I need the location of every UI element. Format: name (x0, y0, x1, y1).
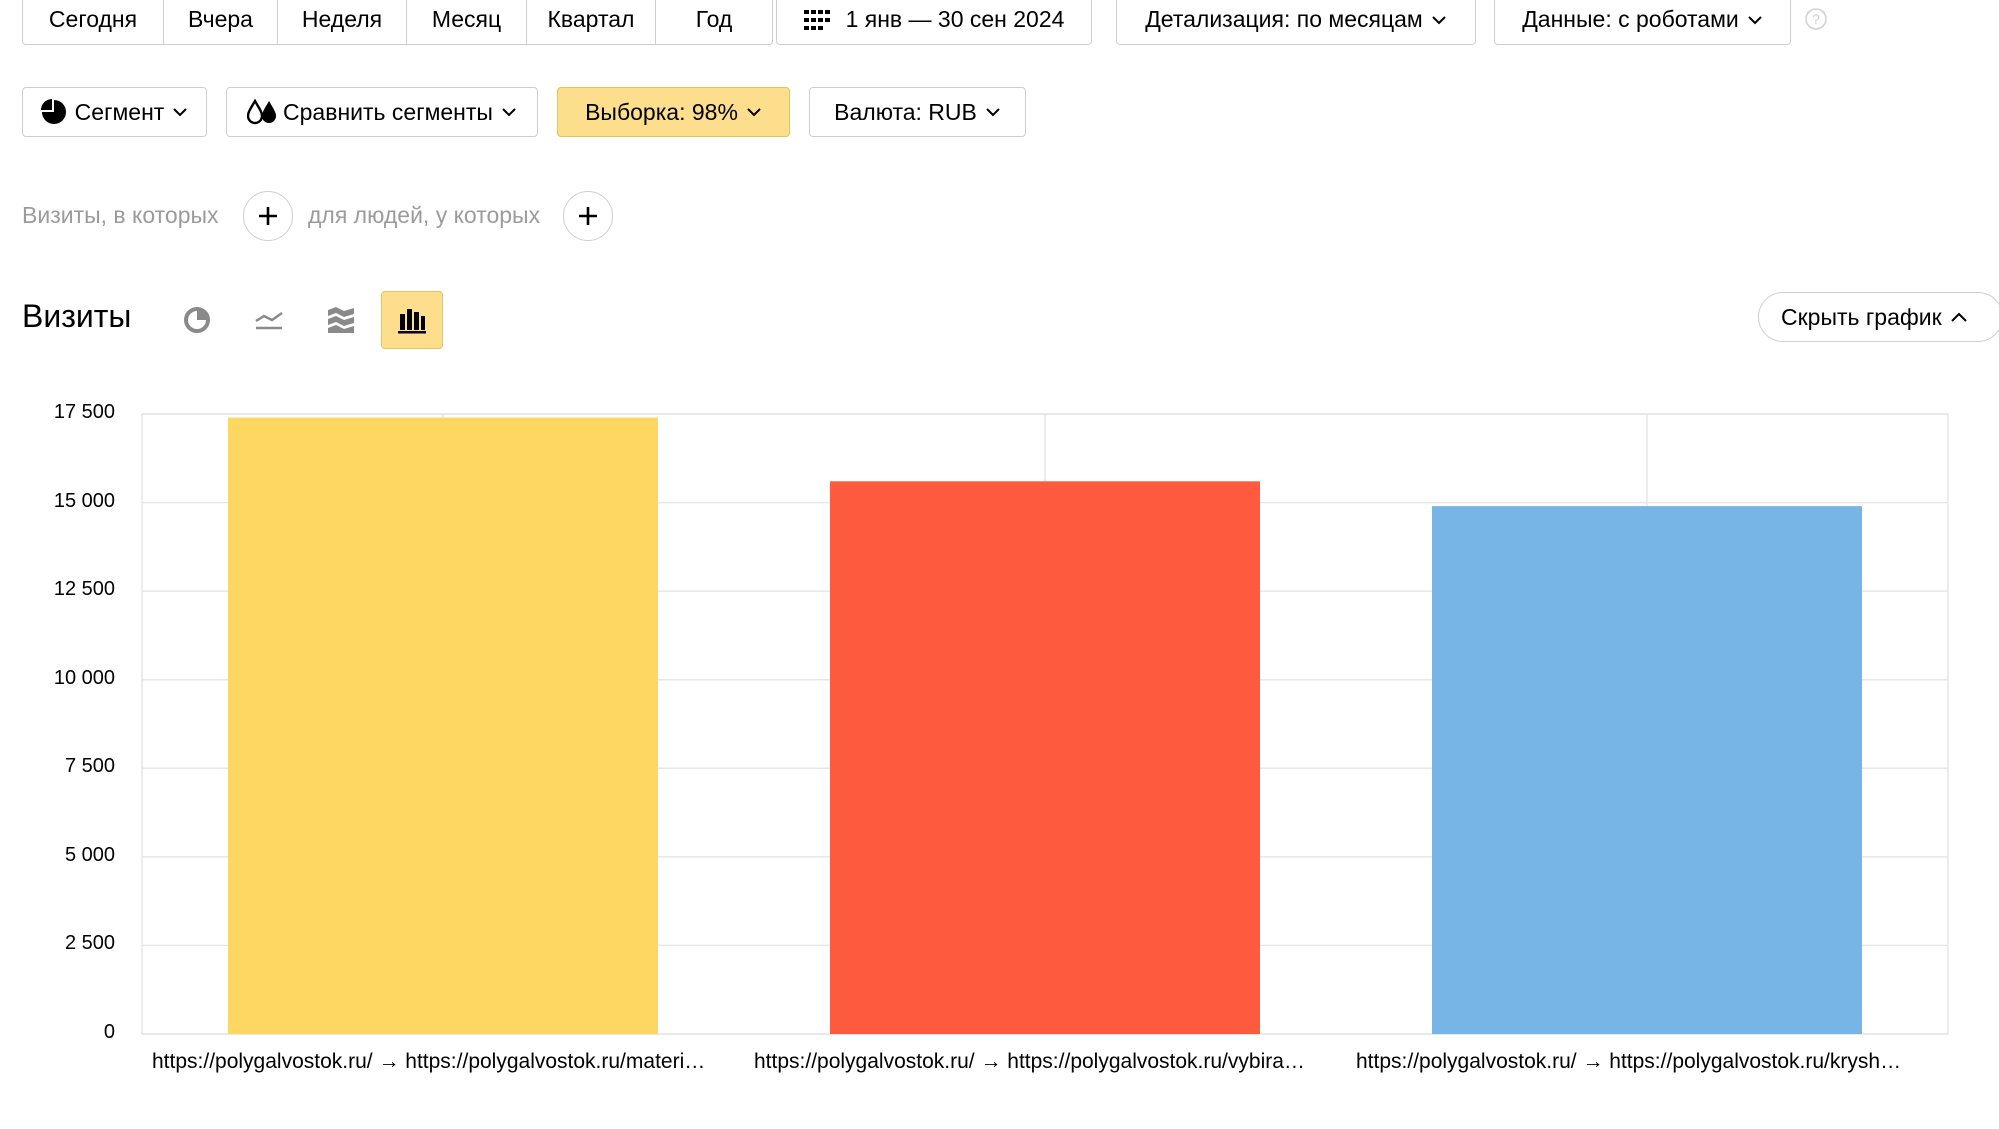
people-condition-label: для людей, у которых (308, 202, 541, 228)
plus-icon (579, 207, 597, 225)
detail-dropdown[interactable]: Детализация: по месяцам (1116, 0, 1476, 45)
chevron-down-icon (1748, 15, 1762, 24)
compare-segments-dropdown[interactable]: Сравнить сегменты (226, 87, 538, 137)
x-tick-label: https://polygalvostok.ru/ → https://poly… (152, 1050, 706, 1073)
compare-drops-icon (247, 99, 277, 125)
y-tick-label: 7 500 (64, 755, 115, 778)
y-tick-label: 12 500 (53, 578, 115, 601)
y-tick-label: 10 000 (53, 666, 115, 689)
line-view-button[interactable] (238, 291, 300, 349)
hide-chart-button[interactable]: Скрыть график (1758, 292, 1999, 342)
add-people-condition-button[interactable] (563, 191, 613, 241)
chevron-down-icon (502, 108, 516, 117)
calendar-icon (803, 9, 830, 30)
data-mode-label: Данные: с роботами (1522, 6, 1739, 32)
chart-title: Визиты (22, 298, 132, 334)
y-tick-label: 0 (103, 1021, 115, 1043)
pie-view-button[interactable] (166, 291, 228, 349)
bar-view-button[interactable] (381, 291, 443, 349)
chevron-down-icon (986, 108, 1000, 117)
y-tick-label: 15 000 (53, 489, 115, 512)
bar (228, 417, 658, 1034)
period-selector: Сегодня Вчера Неделя Месяц Квартал Год (22, 0, 773, 45)
detail-label: Детализация: по месяцам (1145, 6, 1423, 32)
stacked-area-icon (328, 307, 354, 333)
currency-label: Валюта: RUB (834, 98, 977, 125)
pie-icon (40, 99, 66, 124)
date-range-button[interactable]: 1 янв — 30 сен 2024 (776, 0, 1092, 45)
pie-chart-icon (184, 307, 210, 333)
segment-label: Сегмент (74, 98, 165, 125)
chevron-down-icon (1432, 15, 1446, 24)
bar-chart-icon (398, 309, 426, 334)
period-week-button[interactable]: Неделя (278, 0, 407, 44)
currency-dropdown[interactable]: Валюта: RUB (809, 87, 1026, 137)
plus-icon (259, 207, 277, 225)
period-month-button[interactable]: Месяц (407, 0, 527, 44)
period-year-button[interactable]: Год (695, 6, 733, 32)
period-today-button[interactable]: Сегодня (23, 0, 164, 44)
line-chart-icon (255, 311, 283, 330)
x-tick-label: https://polygalvostok.ru/ → https://poly… (754, 1050, 1305, 1073)
hide-chart-label: Скрыть график (1781, 303, 1942, 330)
visits-condition-label: Визиты, в которых (22, 202, 219, 228)
y-tick-label: 5 000 (64, 843, 115, 866)
help-icon[interactable]: ? (1805, 8, 1827, 30)
y-tick-label: 2 500 (64, 932, 115, 955)
chevron-down-icon (747, 108, 761, 117)
y-tick-label: 17 500 (53, 401, 115, 423)
sample-label: Выборка: 98% (585, 98, 738, 125)
bar (1432, 506, 1862, 1035)
chevron-down-icon (173, 108, 188, 117)
add-visit-condition-button[interactable] (243, 191, 293, 241)
svg-text:?: ? (1812, 11, 1820, 27)
date-range-label: 1 янв — 30 сен 2024 (845, 6, 1065, 32)
period-yesterday-button[interactable]: Вчера (164, 0, 278, 44)
segment-dropdown[interactable]: Сегмент (22, 87, 207, 137)
period-quarter-button[interactable]: Квартал (527, 0, 656, 44)
area-view-button[interactable] (310, 291, 372, 349)
data-mode-dropdown[interactable]: Данные: с роботами (1494, 0, 1791, 45)
plot-frame (141, 413, 1949, 1035)
chevron-up-icon (1951, 312, 1967, 322)
sample-dropdown[interactable]: Выборка: 98% (557, 87, 790, 137)
compare-segments-label: Сравнить сегменты (283, 98, 493, 125)
bar (830, 481, 1260, 1034)
x-tick-label: https://polygalvostok.ru/ → https://poly… (1356, 1050, 1902, 1073)
